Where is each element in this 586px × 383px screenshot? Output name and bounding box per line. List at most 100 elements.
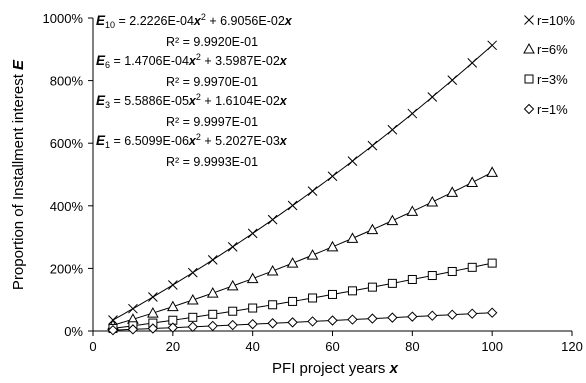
data-point xyxy=(467,262,477,272)
data-point xyxy=(347,156,358,166)
data-point xyxy=(167,280,178,290)
equation-1: E6 = 1.4706E-04x2 + 3.5987E-02x xyxy=(96,52,288,70)
data-point xyxy=(467,58,478,68)
r-squared-1: R² = 9.9970E-01 xyxy=(166,75,258,89)
equation-body: + 5.2027E-03 xyxy=(201,134,280,148)
equation-power: 2 xyxy=(196,132,201,142)
equation-x: x xyxy=(193,14,202,28)
data-point xyxy=(266,264,279,276)
y-tick-label: 800% xyxy=(50,74,84,89)
equation-x: x xyxy=(188,94,197,108)
x-tick-label: 60 xyxy=(325,339,339,354)
equation-var: E xyxy=(96,53,106,68)
plot-area xyxy=(107,40,499,336)
data-point xyxy=(367,140,378,151)
legend-marker xyxy=(523,42,535,54)
data-point xyxy=(287,317,298,328)
data-point xyxy=(206,287,219,298)
equation-power: 2 xyxy=(201,12,206,22)
data-point xyxy=(287,200,298,211)
data-point xyxy=(186,293,199,305)
data-point xyxy=(228,306,238,316)
equation-x: x xyxy=(188,134,197,148)
data-point xyxy=(347,314,358,325)
data-point xyxy=(306,249,319,260)
data-point xyxy=(286,257,299,268)
data-point xyxy=(147,323,159,334)
series-3 xyxy=(107,307,498,336)
equation-x: x xyxy=(279,94,288,108)
data-point xyxy=(187,321,198,333)
equation-subscript: 10 xyxy=(105,20,115,30)
data-point xyxy=(188,312,198,322)
data-point xyxy=(387,312,398,323)
data-point xyxy=(426,195,439,207)
data-point xyxy=(267,318,278,329)
legend-marker xyxy=(524,15,534,25)
data-point xyxy=(208,309,218,319)
data-point xyxy=(407,274,417,284)
equation-x: x xyxy=(188,54,197,68)
data-point xyxy=(366,223,379,235)
r-squared-2: R² = 9.9997E-01 xyxy=(166,115,258,129)
legend-label: r=3% xyxy=(537,72,568,87)
r-squared-0: R² = 9.9920E-01 xyxy=(166,35,258,49)
x-tick-label: 40 xyxy=(245,339,259,354)
data-point xyxy=(247,318,258,330)
data-point xyxy=(328,289,337,299)
equation-body: + 1.6104E-02 xyxy=(201,94,280,108)
x-tick-labels: 0 20 40 60 80 100 120 xyxy=(89,331,583,354)
equation-power: 2 xyxy=(196,52,201,62)
data-point xyxy=(207,320,218,332)
data-point xyxy=(327,315,338,326)
equation-x: x xyxy=(279,54,288,68)
x-tick-label: 120 xyxy=(561,339,583,354)
legend-label: r=10% xyxy=(537,13,575,28)
x-tick-label: 0 xyxy=(89,339,96,354)
equation-body: + 6.9056E-02 xyxy=(206,14,285,28)
data-point xyxy=(466,176,479,187)
equation-body: = 2.2226E-04 xyxy=(115,14,194,28)
data-point xyxy=(427,310,438,321)
data-point xyxy=(308,293,318,303)
data-point xyxy=(226,279,239,291)
data-point xyxy=(268,300,278,310)
x-tick-label: 100 xyxy=(481,339,503,354)
y-axis-title-text: Proportion of Installment interest xyxy=(10,73,27,290)
y-tick-label: 0% xyxy=(64,324,83,339)
data-point xyxy=(246,272,259,284)
y-tick-label: 1000% xyxy=(43,11,84,26)
data-point xyxy=(486,166,499,177)
x-axis-title: PFI project years x xyxy=(272,360,399,377)
legend-label: r=1% xyxy=(537,102,568,117)
equation-subscript: 6 xyxy=(105,60,110,70)
data-point xyxy=(227,241,238,252)
series-0 xyxy=(108,40,498,325)
data-point xyxy=(307,186,318,196)
data-point xyxy=(167,322,179,333)
data-point xyxy=(487,40,498,51)
data-point xyxy=(387,278,397,288)
data-point xyxy=(327,171,338,182)
data-point xyxy=(127,324,139,335)
data-point xyxy=(487,258,497,268)
data-point xyxy=(447,266,457,276)
equation-body: = 1.4706E-04 xyxy=(110,54,189,68)
legend-label: r=6% xyxy=(537,42,568,57)
equation-x: x xyxy=(279,134,288,148)
equation-body: + 3.5987E-02 xyxy=(201,54,280,68)
data-point xyxy=(367,313,378,324)
data-point xyxy=(128,303,138,314)
y-tick-label: 400% xyxy=(50,199,84,214)
data-point xyxy=(386,214,399,226)
data-point xyxy=(147,307,159,318)
equation-var: E xyxy=(96,133,106,148)
data-point xyxy=(247,228,258,239)
series-1 xyxy=(107,166,499,330)
y-tick-label: 600% xyxy=(50,136,84,151)
data-point xyxy=(346,232,359,243)
data-point xyxy=(447,309,458,320)
data-point xyxy=(307,316,318,327)
data-point xyxy=(427,271,437,281)
